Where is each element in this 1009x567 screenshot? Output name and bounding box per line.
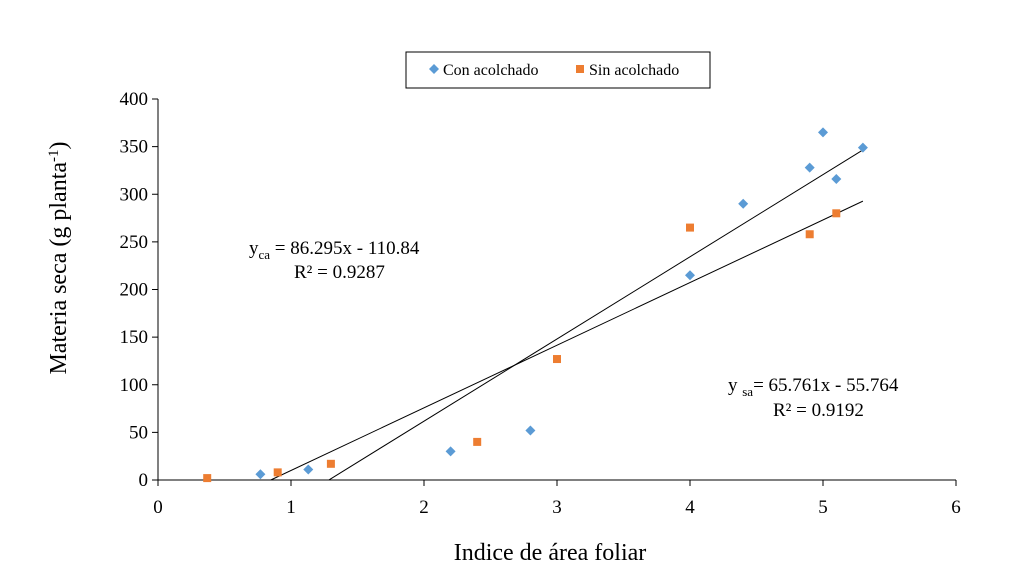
point-con-acolchado <box>831 174 842 185</box>
y-tick-label: 200 <box>120 280 149 301</box>
trendlines <box>270 149 864 481</box>
point-sin-acolchado <box>805 230 814 239</box>
x-tick-label: 2 <box>419 497 429 518</box>
point-con-acolchado <box>857 142 868 153</box>
y-tick-label: 300 <box>120 184 149 205</box>
x-tick-label: 6 <box>951 497 961 518</box>
r2-con-text: R² = 0.9287 <box>294 262 385 283</box>
point-con-acolchado <box>255 469 266 480</box>
trendline-con <box>328 149 864 481</box>
trendline-sin <box>270 200 864 481</box>
point-con-acolchado <box>445 446 456 457</box>
x-tick-label: 5 <box>818 497 828 518</box>
y-tick-label: 250 <box>120 232 149 253</box>
x-tick-label: 4 <box>685 497 695 518</box>
legend-label-con: Con acolchado <box>443 62 539 79</box>
point-sin-acolchado <box>203 474 212 483</box>
y-tick-label: 150 <box>120 327 149 348</box>
legend: Con acolchado Sin acolchado <box>405 51 711 89</box>
y-axis-ticks: 0 50 100 150 200 250 300 350 400 <box>120 89 158 491</box>
x-tick-label: 0 <box>153 497 163 518</box>
x-tick-label: 3 <box>552 497 562 518</box>
y-tick-label: 350 <box>120 137 149 158</box>
point-sin-acolchado <box>273 468 282 477</box>
y-axis-title: Materia seca (g planta-1) <box>46 141 72 374</box>
point-con-acolchado <box>738 198 749 209</box>
legend-marker-con <box>429 64 439 74</box>
point-con-acolchado <box>303 464 314 475</box>
legend-label-sin: Sin acolchado <box>589 62 679 79</box>
point-sin-acolchado <box>686 223 694 232</box>
point-sin-acolchado <box>553 355 561 364</box>
y-tick-label: 0 <box>139 470 149 491</box>
r2-sin-text: R² = 0.9192 <box>773 400 864 421</box>
point-con-acolchado <box>525 425 536 436</box>
equation-con-text: yca = 86.295x - 110.84 <box>249 238 420 262</box>
legend-box <box>405 51 711 89</box>
equation-sin-text: y sa= 65.761x - 55.764 <box>728 375 899 399</box>
point-sin-acolchado <box>832 209 841 218</box>
x-axis-title: Indice de área foliar <box>454 540 647 566</box>
equation-con: yca = 86.295x - 110.84 R² = 0.9287 <box>249 238 420 283</box>
y-tick-label: 50 <box>129 422 148 443</box>
point-con-acolchado <box>804 162 815 173</box>
data-points <box>203 127 868 483</box>
legend-marker-sin <box>576 65 584 73</box>
x-axis-ticks: 0 1 2 3 4 5 6 <box>153 480 961 518</box>
equation-sin: y sa= 65.761x - 55.764 R² = 0.9192 <box>728 375 899 421</box>
point-con-acolchado <box>818 127 828 138</box>
y-tick-label: 400 <box>120 89 149 110</box>
y-tick-label: 100 <box>120 375 149 396</box>
point-con-acolchado <box>685 270 695 281</box>
x-tick-label: 1 <box>286 497 296 518</box>
point-sin-acolchado <box>326 459 335 468</box>
point-sin-acolchado <box>473 437 482 446</box>
